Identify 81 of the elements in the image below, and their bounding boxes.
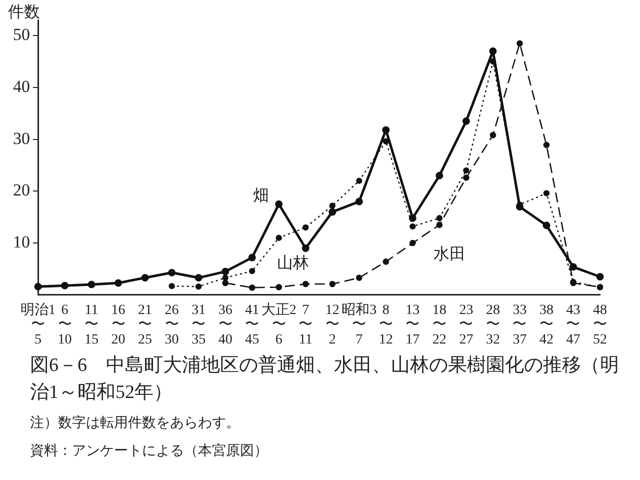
point	[329, 202, 336, 209]
point	[463, 167, 470, 174]
point	[410, 240, 416, 246]
point	[88, 280, 96, 288]
text: 注）数字は転用件数をあらわす。	[30, 414, 240, 432]
point	[436, 172, 444, 180]
point	[356, 274, 362, 281]
x-tick-label: 26 〜 30	[164, 302, 179, 348]
point	[408, 214, 416, 222]
series-label: 山林	[276, 254, 309, 272]
x-tick-label: 21 〜 25	[138, 302, 152, 348]
point	[489, 47, 497, 55]
point	[329, 280, 336, 288]
x-tick-label: 38 〜 42	[539, 302, 554, 348]
point	[248, 284, 256, 291]
point	[596, 272, 604, 280]
x-tick-label: 昭和3 〜 7	[342, 302, 377, 348]
point	[195, 284, 202, 290]
point	[463, 174, 470, 181]
y-tick-label: 20	[13, 180, 30, 200]
point	[302, 224, 309, 231]
x-tick-label: 8 〜 12	[378, 302, 393, 348]
point	[168, 268, 176, 276]
point	[490, 132, 496, 138]
point	[276, 284, 282, 290]
y-tick-label: 10	[13, 232, 30, 252]
x-tick-label: 41 〜 45	[245, 302, 260, 348]
point	[194, 274, 202, 282]
point	[222, 274, 228, 281]
point	[168, 282, 175, 290]
point	[596, 284, 604, 290]
x-tick-label: 大正2 〜 6	[261, 302, 296, 348]
point	[275, 200, 283, 208]
point	[382, 126, 390, 134]
point	[248, 268, 256, 274]
point	[34, 282, 42, 290]
point	[328, 208, 336, 216]
point	[543, 142, 550, 148]
x-tick-label: 48 〜 52	[593, 302, 607, 348]
x-tick-label: 23 〜 27	[459, 302, 474, 348]
point	[222, 280, 228, 286]
x-tick-label: 36 〜 40	[218, 302, 232, 348]
point	[302, 244, 310, 252]
point	[276, 234, 282, 241]
point	[61, 282, 69, 290]
point	[356, 178, 362, 184]
y-axis-title: 件数	[8, 3, 40, 23]
point	[302, 280, 309, 288]
point	[436, 215, 443, 222]
point	[382, 258, 390, 265]
y-tick-label: 50	[13, 25, 30, 44]
point	[141, 274, 149, 282]
x-tick-label: 11 〜 15	[84, 302, 99, 348]
point	[516, 40, 523, 46]
point	[569, 263, 577, 271]
point	[462, 117, 470, 125]
point	[542, 222, 550, 230]
point	[355, 198, 363, 206]
point	[222, 268, 230, 276]
point	[248, 254, 256, 262]
x-tick-label: 12 〜 2	[325, 302, 340, 348]
series-label: 畑	[252, 187, 269, 204]
y-tick-label: 40	[13, 76, 30, 96]
point	[410, 223, 416, 230]
x-tick-label: 28 〜 32	[486, 302, 500, 348]
x-tick-label: 6 〜 10	[58, 302, 72, 348]
x-tick-label: 7 〜 11	[298, 302, 313, 348]
x-tick-label: 43 〜 47	[566, 302, 580, 348]
point	[543, 190, 550, 196]
series-label: 水田	[433, 245, 466, 264]
x-tick-label: 明治1 〜 5	[20, 302, 56, 348]
y-tick-label: 30	[13, 128, 30, 148]
text: 資料：アンケートによる（本宮原図）	[30, 442, 268, 460]
point	[114, 279, 122, 287]
x-tick-label: 31 〜 35	[192, 302, 206, 348]
x-tick-label: 13 〜 17	[406, 302, 420, 348]
x-tick-label: 33 〜 37	[512, 302, 527, 348]
point	[436, 222, 443, 228]
x-tick-label: 18 〜 22	[432, 302, 446, 348]
x-tick-label: 16 〜 20	[111, 302, 126, 348]
text: 図6－6 中島町大浦地区の普通畑、水田、山林の果樹園化の推移（明治1～昭和52年）	[30, 354, 620, 405]
